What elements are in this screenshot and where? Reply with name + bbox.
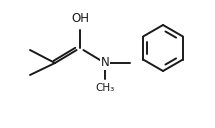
Text: OH: OH (71, 12, 89, 24)
Text: CH₃: CH₃ (95, 83, 115, 93)
Text: N: N (101, 56, 109, 70)
